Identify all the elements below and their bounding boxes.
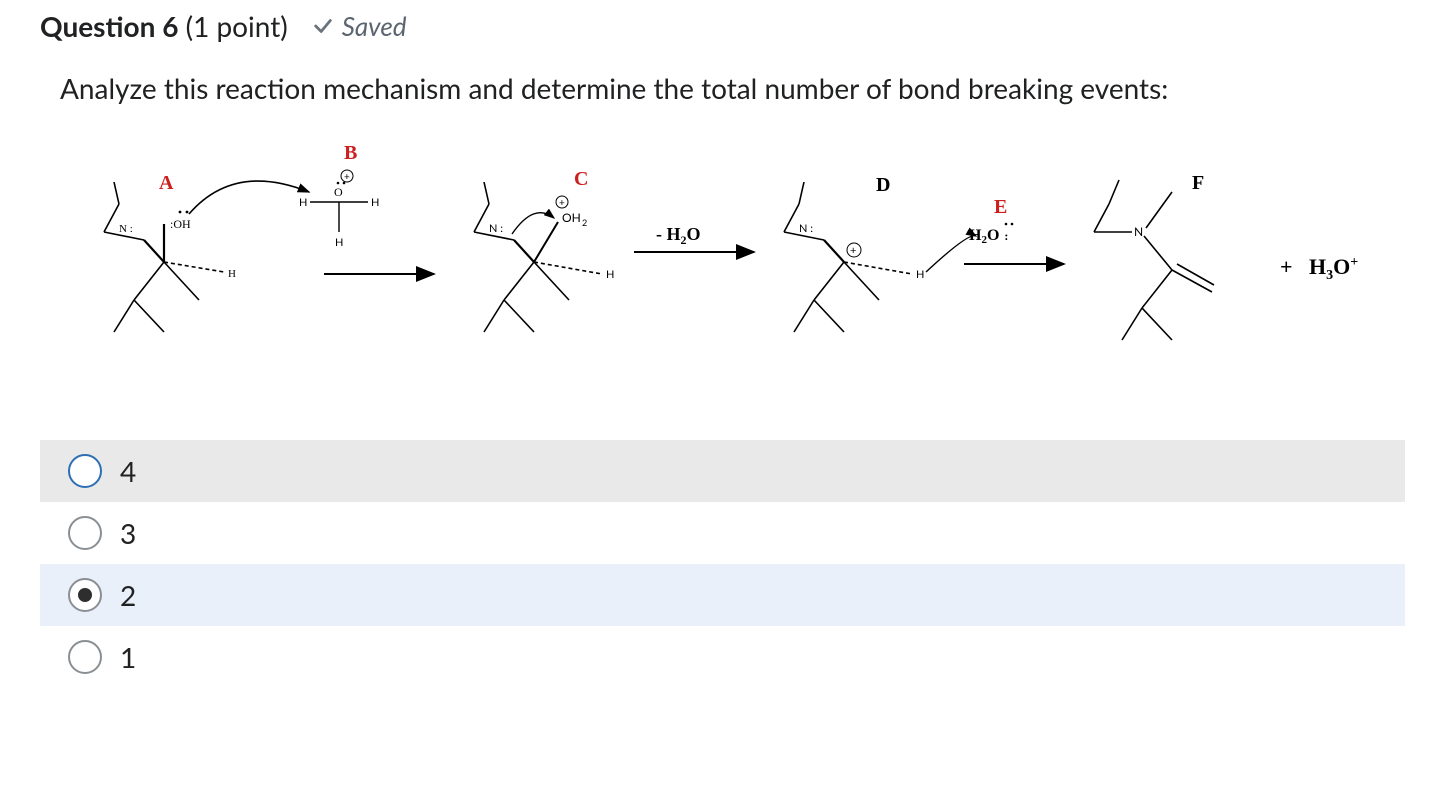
choice-1-label: 1: [120, 640, 136, 674]
svg-text:N: N: [1134, 224, 1143, 239]
svg-text:N :: N :: [119, 223, 133, 235]
svg-text::OH: :OH: [170, 217, 191, 231]
svg-text:OH: OH: [562, 210, 581, 225]
mechanism-svg: N : H :OH: [64, 132, 1404, 392]
saved-label: Saved: [342, 8, 407, 44]
reaction-mechanism: A B C D E F N :: [64, 132, 1404, 392]
question-number: Question 6: [40, 9, 178, 43]
radio-1[interactable]: [68, 640, 102, 674]
plus-h3o-label: + H3O+: [1280, 254, 1358, 283]
choice-4-label: 4: [120, 454, 136, 488]
svg-text:H: H: [606, 268, 614, 281]
question-points: (1 point): [178, 9, 287, 43]
svg-text:H: H: [371, 196, 379, 209]
svg-text:H2O :: H2O :: [969, 227, 1008, 246]
choice-1[interactable]: 1: [40, 626, 1405, 688]
svg-text:+: +: [559, 197, 565, 209]
question-text: Analyze this reaction mechanism and dete…: [60, 68, 1405, 108]
radio-4[interactable]: [68, 454, 102, 488]
svg-text:H: H: [299, 196, 307, 209]
radio-2[interactable]: [68, 578, 102, 612]
svg-text:H: H: [335, 236, 343, 249]
svg-text:H: H: [228, 268, 236, 280]
svg-text:+: +: [850, 244, 856, 257]
choice-4[interactable]: 4: [40, 440, 1405, 502]
question-header: Question 6 (1 point) Saved: [40, 8, 1405, 44]
svg-text:+: +: [344, 171, 350, 183]
answer-choices: 4 3 2 1: [40, 440, 1405, 688]
radio-3[interactable]: [68, 516, 102, 550]
svg-text:N :: N :: [489, 222, 503, 235]
minus-h2o-label: - H2O: [656, 224, 701, 247]
saved-indicator: Saved: [312, 8, 407, 44]
choice-2[interactable]: 2: [40, 564, 1405, 626]
choice-2-label: 2: [120, 578, 136, 612]
svg-text:H: H: [916, 268, 924, 281]
check-icon: [312, 15, 334, 37]
choice-3[interactable]: 3: [40, 502, 1405, 564]
svg-text:N :: N :: [799, 222, 813, 235]
svg-text:2: 2: [582, 217, 587, 228]
svg-text:O: O: [334, 185, 343, 199]
choice-3-label: 3: [120, 516, 136, 550]
question-title: Question 6 (1 point): [40, 8, 288, 44]
